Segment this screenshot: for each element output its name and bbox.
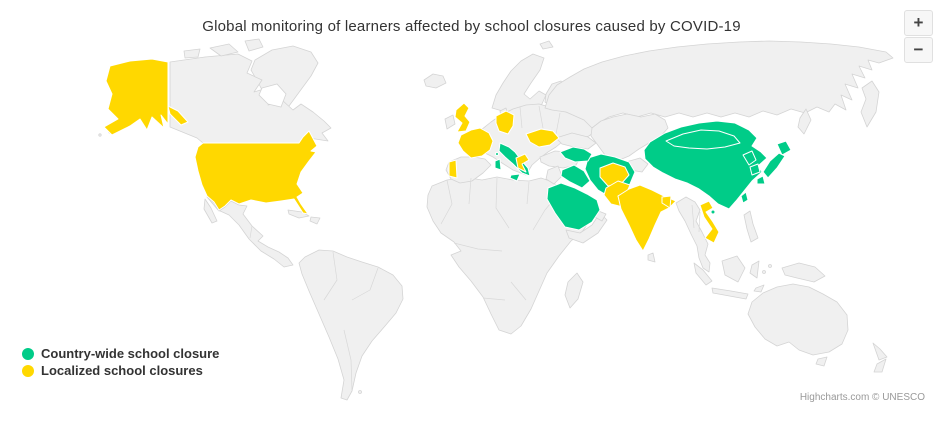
country-china-hainan[interactable]: [710, 209, 716, 215]
map-zoom-controls: + −: [904, 10, 933, 63]
legend-label-countrywide: Country-wide school closure: [41, 346, 220, 361]
region-moluccas[interactable]: [762, 270, 766, 274]
country-afghanistan[interactable]: [599, 162, 630, 187]
region-australia[interactable]: [747, 283, 849, 356]
country-iraq[interactable]: [560, 164, 591, 189]
legend-marker-localized-icon: [22, 364, 34, 377]
country-north-korea[interactable]: [742, 150, 757, 166]
region-arabian-south[interactable]: [565, 212, 608, 244]
country-vietnam[interactable]: [699, 200, 720, 244]
region-ireland[interactable]: [444, 114, 456, 130]
region-java[interactable]: [711, 287, 749, 300]
country-bangladesh[interactable]: [661, 195, 672, 209]
region-africa[interactable]: [426, 176, 590, 335]
region-kamchatka[interactable]: [860, 80, 880, 128]
country-usa-alaska[interactable]: [103, 58, 169, 136]
region-mainland-southeast-asia[interactable]: [675, 196, 711, 273]
country-france[interactable]: [457, 127, 494, 159]
country-saudi-arabia[interactable]: [546, 182, 601, 231]
country-greece[interactable]: [515, 153, 530, 173]
region-timor[interactable]: [753, 284, 765, 293]
region-philippines[interactable]: [743, 210, 759, 243]
region-iceland[interactable]: [423, 73, 447, 89]
series-countrywide-closure[interactable]: [494, 120, 792, 231]
country-united-kingdom[interactable]: [454, 102, 471, 133]
region-arctic-islands[interactable]: [244, 38, 264, 52]
country-italy-sicily[interactable]: [509, 173, 521, 182]
country-south-korea[interactable]: [749, 163, 761, 176]
region-new-zealand-north[interactable]: [872, 342, 888, 361]
legend: Country-wide school closure Localized sc…: [22, 345, 219, 379]
legend-item-countrywide[interactable]: Country-wide school closure: [22, 345, 219, 362]
region-new-zealand-south[interactable]: [873, 358, 887, 373]
country-germany[interactable]: [495, 110, 515, 135]
hudson-bay: [258, 83, 287, 108]
country-caucasus[interactable]: [559, 146, 593, 163]
country-corsica[interactable]: [495, 152, 499, 156]
region-tasmania[interactable]: [815, 356, 828, 367]
country-taiwan[interactable]: [740, 191, 749, 204]
region-hispaniola[interactable]: [309, 216, 321, 225]
region-falkland-islands[interactable]: [358, 390, 362, 394]
region-mexico-central-america[interactable]: [206, 196, 294, 268]
mongolia-border: [665, 129, 741, 150]
region-new-guinea[interactable]: [781, 262, 826, 283]
zoom-out-button[interactable]: −: [904, 37, 933, 63]
country-india[interactable]: [617, 184, 677, 252]
region-scandinavia[interactable]: [491, 53, 547, 113]
region-arctic-islands[interactable]: [209, 43, 239, 57]
legend-item-localized[interactable]: Localized school closures: [22, 362, 219, 379]
country-italy-sardinia[interactable]: [494, 158, 502, 171]
region-south-america[interactable]: [298, 249, 404, 401]
legend-marker-countrywide-icon: [22, 347, 34, 360]
zoom-in-button[interactable]: +: [904, 10, 933, 36]
country-china[interactable]: [643, 120, 768, 210]
region-cuba[interactable]: [287, 209, 310, 219]
region-arctic-islands[interactable]: [183, 48, 201, 59]
region-moluccas[interactable]: [768, 264, 772, 268]
region-sri-lanka[interactable]: [647, 252, 656, 263]
region-sakhalin[interactable]: [797, 108, 812, 135]
region-sulawesi[interactable]: [749, 260, 760, 279]
region-madagascar[interactable]: [564, 272, 584, 309]
series-localized-closures[interactable]: [103, 58, 720, 252]
credits-link[interactable]: Highcharts.com © UNESCO: [799, 392, 925, 403]
country-japan-kyushu[interactable]: [756, 175, 766, 185]
country-portugal[interactable]: [448, 159, 458, 179]
region-baja-california[interactable]: [203, 198, 218, 224]
country-borders: [249, 105, 701, 391]
region-svalbard[interactable]: [539, 40, 554, 50]
region-sumatra[interactable]: [693, 262, 713, 286]
country-usa[interactable]: [194, 130, 318, 215]
land-regions[interactable]: [98, 38, 894, 401]
region-russia[interactable]: [544, 40, 894, 129]
country-ukraine[interactable]: [525, 128, 560, 148]
country-japan-honshu[interactable]: [762, 152, 786, 179]
country-japan-hokkaido[interactable]: [776, 140, 792, 156]
region-borneo[interactable]: [721, 255, 746, 283]
legend-label-localized: Localized school closures: [41, 363, 203, 378]
region-aleutian-island[interactable]: [98, 133, 102, 137]
country-usa-alaska-panhandle[interactable]: [167, 105, 189, 126]
region-south-russia-strip[interactable]: [555, 132, 597, 150]
region-levant[interactable]: [545, 165, 563, 185]
